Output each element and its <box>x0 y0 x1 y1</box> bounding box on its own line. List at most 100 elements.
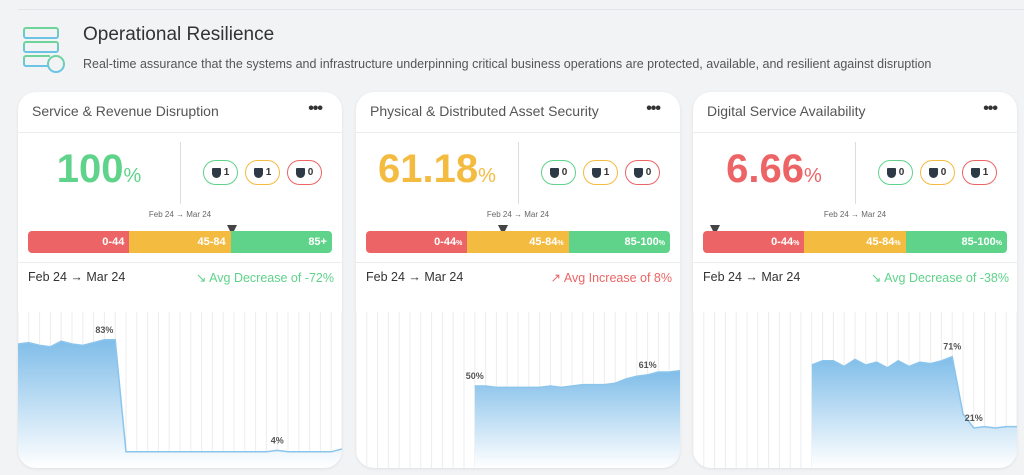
band-label: 85-100 <box>961 236 996 248</box>
trend-label: ↘ Avg Decrease of -38% <box>871 270 1009 285</box>
score-marker-icon <box>226 225 237 235</box>
trend-down-icon: ↘ <box>870 271 882 285</box>
area-series <box>18 339 342 468</box>
period-label: Feb 24 → Mar 24 <box>703 270 801 284</box>
badge-count: 0 <box>561 167 568 178</box>
range-label: Feb 24 → Mar 24 <box>148 210 212 219</box>
more-options-button[interactable]: ••• <box>983 100 998 117</box>
breached-count-badge[interactable]: 0 <box>625 160 660 185</box>
band-label: 0-44 <box>102 236 125 248</box>
score-unit: % <box>478 165 496 187</box>
data-label: 50% <box>466 371 484 381</box>
divider <box>356 262 680 263</box>
shield-icon <box>886 167 896 178</box>
band-1: 45-84% <box>804 231 906 253</box>
area-series <box>811 356 1017 468</box>
data-label: 4% <box>271 435 284 445</box>
badge-count: 1 <box>982 167 989 178</box>
area-series <box>474 370 680 468</box>
range-label: Feb 24 → Mar 24 <box>823 210 887 219</box>
band-unit: % <box>658 240 665 247</box>
divider <box>693 262 1017 263</box>
score-value: 100% <box>18 147 180 192</box>
card-title: Digital Service Availability <box>707 103 866 119</box>
band-label: 0-44 <box>434 236 457 248</box>
badge-count: 0 <box>898 167 905 178</box>
divider <box>356 132 680 133</box>
divider <box>18 262 342 263</box>
line-series <box>474 369 680 389</box>
trend-area-chart: 50% 61% <box>356 312 680 468</box>
band-label: 85-100 <box>624 236 659 248</box>
badge-count: 0 <box>307 167 314 178</box>
data-label: 61% <box>639 360 657 370</box>
band-unit: % <box>793 240 800 247</box>
breached-count-badge[interactable]: 0 <box>287 160 322 185</box>
band-2: 85-100% <box>568 231 670 253</box>
score-band-bar: 0-44% 45-84% 85-100% <box>703 231 1007 253</box>
line-series <box>18 339 342 453</box>
score-number: 61.18 <box>378 147 479 191</box>
warning-count-badge[interactable]: 1 <box>583 160 618 185</box>
trend-area-chart: 83% 4% <box>18 312 342 468</box>
band-label: 45-84 <box>529 236 558 248</box>
score-number: 100 <box>56 147 124 191</box>
protected-count-badge[interactable]: 0 <box>541 160 576 185</box>
score-unit: % <box>123 165 142 187</box>
card-title: Physical & Distributed Asset Security <box>370 103 599 119</box>
band-1: 45-84 <box>129 231 231 253</box>
breached-count-badge[interactable]: 1 <box>962 160 997 185</box>
more-options-button[interactable]: ••• <box>308 100 323 117</box>
top-divider <box>18 9 1024 10</box>
score-value: 61.18% <box>356 147 518 192</box>
band-unit: % <box>456 240 463 247</box>
shield-icon <box>211 167 221 178</box>
badge-count: 1 <box>223 167 230 178</box>
shield-icon <box>591 167 601 178</box>
badge-count: 0 <box>940 167 947 178</box>
band-1: 45-84% <box>467 231 569 253</box>
band-2: 85-100% <box>905 231 1007 253</box>
trend-label: ↗ Avg Increase of 8% <box>551 270 672 285</box>
trend-down-icon: ↘ <box>195 271 207 285</box>
band-label: 85+ <box>308 236 327 248</box>
data-label: 21% <box>965 413 983 423</box>
trend-text: Avg Increase of 8% <box>563 271 672 285</box>
divider <box>18 132 342 133</box>
score-number: 6.66 <box>726 147 805 191</box>
trend-label: ↘ Avg Decrease of -72% <box>196 270 334 285</box>
score-band-bar: 0-44 45-84 85+ <box>28 231 332 253</box>
warning-count-badge[interactable]: 1 <box>245 160 280 185</box>
page-subtitle: Real-time assurance that the systems and… <box>83 57 932 71</box>
trend-up-icon: ↗ <box>550 271 562 285</box>
server-refresh-icon <box>23 27 65 73</box>
divider <box>855 142 856 204</box>
protected-count-badge[interactable]: 1 <box>203 160 238 185</box>
band-unit: % <box>894 240 901 247</box>
band-2: 85+ <box>230 231 332 253</box>
band-0: 0-44% <box>703 231 805 253</box>
band-0: 0-44 <box>28 231 130 253</box>
score-marker-icon <box>497 225 508 235</box>
score-marker-icon <box>710 225 721 235</box>
more-options-button[interactable]: ••• <box>646 100 661 117</box>
badge-count: 1 <box>265 167 272 178</box>
badge-count: 1 <box>603 167 610 178</box>
band-label: 45-84 <box>197 236 226 248</box>
metric-card: Service & Revenue Disruption ••• 100% 1 1… <box>18 92 342 468</box>
band-unit: % <box>995 240 1002 247</box>
score-unit: % <box>804 165 822 187</box>
shield-icon <box>253 167 263 178</box>
protected-count-badge[interactable]: 0 <box>878 160 913 185</box>
band-unit: % <box>557 240 564 247</box>
range-label: Feb 24 → Mar 24 <box>486 210 550 219</box>
line-series <box>811 355 1017 429</box>
period-label: Feb 24 → Mar 24 <box>366 270 464 284</box>
divider <box>180 142 181 204</box>
warning-count-badge[interactable]: 0 <box>920 160 955 185</box>
badge-count: 0 <box>645 167 652 178</box>
divider <box>693 132 1017 133</box>
score-band-bar: 0-44% 45-84% 85-100% <box>366 231 670 253</box>
metric-card: Digital Service Availability ••• 6.66% 0… <box>693 92 1017 468</box>
band-0: 0-44% <box>366 231 468 253</box>
